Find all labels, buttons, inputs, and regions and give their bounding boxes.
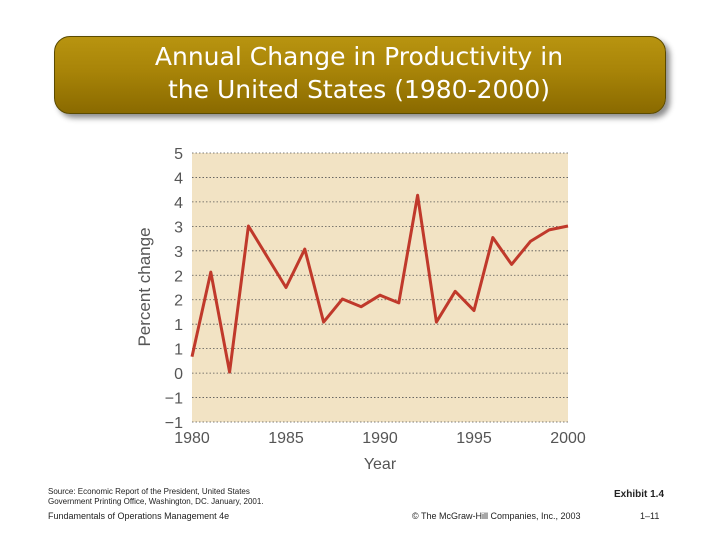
footer-copyright: © The McGraw-Hill Companies, Inc., 2003 — [412, 511, 581, 521]
series-group — [190, 193, 569, 374]
y-tick-label: 3 — [174, 244, 183, 261]
exhibit-label: Exhibit 1.4 — [613, 489, 664, 500]
y-tick-label: 2 — [174, 293, 183, 310]
footer-book-title: Fundamentals of Operations Management 4e — [48, 511, 230, 521]
y-tick-label: −1 — [165, 391, 183, 408]
x-tick-label: 1980 — [174, 430, 210, 447]
x-tick-label: 1995 — [456, 430, 492, 447]
y-tick-label: 1 — [174, 342, 183, 359]
footer-page-number: 1–11 — [640, 511, 660, 521]
y-tick-label: −1 — [165, 415, 183, 432]
y-tick-label: 3 — [174, 219, 183, 236]
y-tick-label: 1 — [174, 317, 183, 334]
title-banner — [54, 36, 666, 114]
y-tick-label: 4 — [174, 195, 183, 212]
x-tick-label: 1990 — [362, 430, 398, 447]
title-line-2: the United States (1980-2000) — [168, 75, 550, 104]
x-tick-label: 1985 — [268, 430, 304, 447]
y-tick-label: 4 — [174, 170, 183, 187]
source-line-2: Government Printing Office, Washington, … — [48, 497, 264, 506]
x-tick-labels: 1980 1985 1990 1995 2000 — [174, 430, 586, 447]
plot-area — [192, 153, 568, 422]
y-axis-label: Percent change — [135, 227, 154, 346]
y-tick-label: 2 — [174, 268, 183, 285]
title-line-1: Annual Change in Productivity in — [154, 42, 564, 71]
slide-title: Annual Change in Productivity in the Uni… — [54, 40, 664, 106]
y-tick-label: 0 — [174, 366, 183, 383]
source-note: Source: Economic Report of the President… — [48, 487, 348, 507]
series-line — [190, 193, 569, 374]
source-line-1: Source: Economic Report of the President… — [48, 487, 250, 496]
x-axis-label: Year — [364, 456, 397, 473]
y-tick-label: 5 — [174, 146, 183, 163]
y-tick-labels: 5 4 4 3 3 2 2 1 1 0 −1 −1 — [165, 146, 183, 432]
x-tick-label: 2000 — [550, 430, 586, 447]
